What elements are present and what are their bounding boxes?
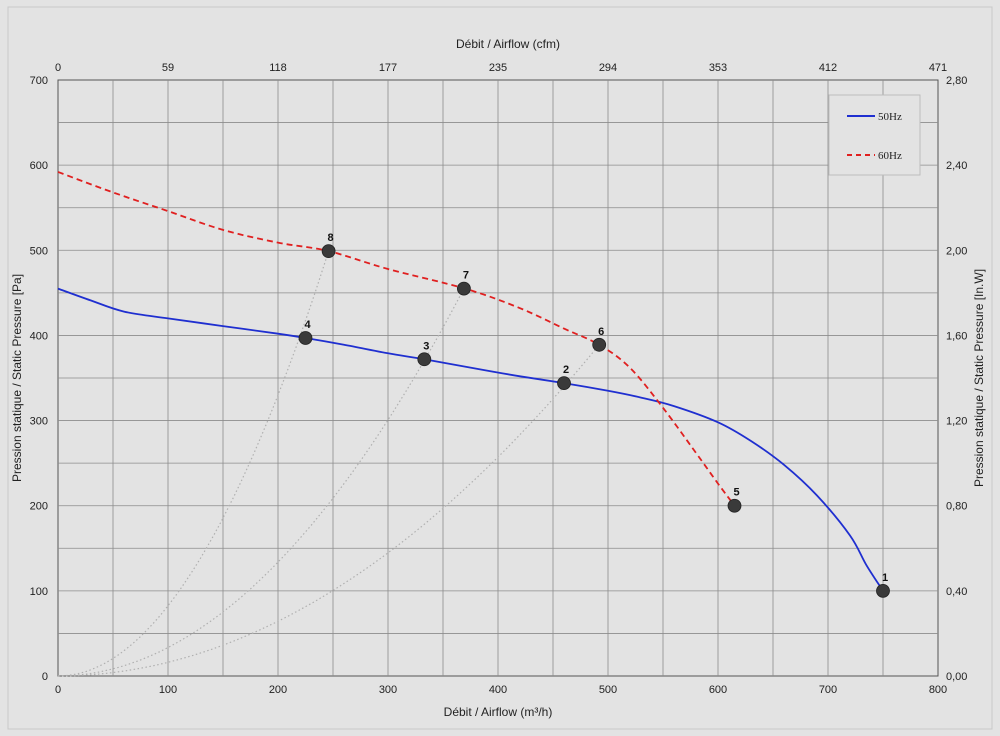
x2-tick-label: 0: [55, 62, 61, 74]
y2-tick-label: 0,40: [946, 586, 967, 598]
x2-tick-label: 294: [599, 62, 617, 74]
y-axis-label: Pression statique / Static Pressure [Pa]: [10, 274, 24, 482]
point-5: [727, 498, 742, 513]
x-tick-label: 200: [269, 684, 287, 696]
point-label-8: 8: [328, 232, 334, 244]
point-2: [557, 376, 571, 391]
y-tick-label: 700: [30, 75, 48, 87]
x-tick-label: 300: [379, 684, 397, 696]
y-tick-label: 0: [42, 671, 48, 683]
x-tick-label: 400: [489, 684, 507, 696]
x-tick-label: 0: [55, 684, 61, 696]
point-label-3: 3: [423, 340, 429, 352]
legend-box: [828, 94, 921, 176]
y-tick-label: 400: [30, 330, 48, 342]
y2-axis-label: Pression statique / Static Pressure [In.…: [972, 269, 986, 487]
x2-tick-label: 235: [489, 62, 507, 74]
point-label-2: 2: [563, 364, 569, 376]
operating-points: 1 2 3 4 5 6 7 8: [298, 232, 890, 598]
grid: [57, 79, 939, 677]
x-tick-label: 700: [819, 684, 837, 696]
x2-axis-label: Débit / Airflow (cfm): [456, 37, 560, 51]
x2-tick-label: 353: [709, 62, 727, 74]
y-tick-label: 200: [30, 501, 48, 513]
x-tick-label: 600: [709, 684, 727, 696]
point-8: [321, 244, 336, 259]
x-axis-label: Débit / Airflow (m³/h): [444, 705, 553, 719]
point-label-1: 1: [882, 572, 888, 584]
x-tick-label: 800: [929, 684, 947, 696]
x-tick-label: 100: [159, 684, 177, 696]
x2-tick-label: 412: [819, 62, 837, 74]
y2-tick-label: 1,20: [946, 416, 967, 428]
system-curves: [57, 250, 600, 677]
point-6: [592, 337, 607, 352]
point-1: [876, 583, 890, 598]
x2-tick-label: 177: [379, 62, 397, 74]
point-7: [456, 281, 471, 296]
series-line-50hz: [57, 287, 884, 592]
point-4: [298, 331, 313, 345]
legend-label-60hz: 60Hz: [878, 150, 902, 162]
series-line-60hz: [57, 171, 736, 507]
legend: 50Hz 60Hz: [828, 94, 921, 176]
system-curve-3: [57, 250, 330, 677]
system-curve-2: [57, 288, 465, 677]
y2-tick-label: 2,80: [946, 75, 967, 87]
y2-tick-label: 2,40: [946, 160, 967, 172]
point-label-6: 6: [598, 326, 604, 338]
point-label-5: 5: [733, 487, 739, 499]
y-tick-label: 300: [30, 416, 48, 428]
point-label-7: 7: [463, 270, 469, 282]
series-lines: [57, 171, 884, 592]
y2-tick-label: 0,00: [946, 671, 967, 683]
y2-tick-label: 1,60: [946, 330, 967, 342]
x2-tick-label: 471: [929, 62, 947, 74]
point-label-4: 4: [304, 319, 311, 331]
y2-tick-label: 2,00: [946, 245, 967, 257]
y-tick-label: 500: [30, 245, 48, 257]
x-tick-label: 500: [599, 684, 617, 696]
y2-tick-label: 0,80: [946, 501, 967, 513]
x2-tick-label: 59: [162, 62, 174, 74]
system-curve-1: [57, 344, 600, 677]
x2-tick-label: 118: [269, 62, 287, 74]
y-tick-label: 600: [30, 160, 48, 172]
y-tick-label: 100: [30, 586, 48, 598]
point-3: [417, 352, 432, 367]
legend-label-50hz: 50Hz: [878, 111, 902, 123]
